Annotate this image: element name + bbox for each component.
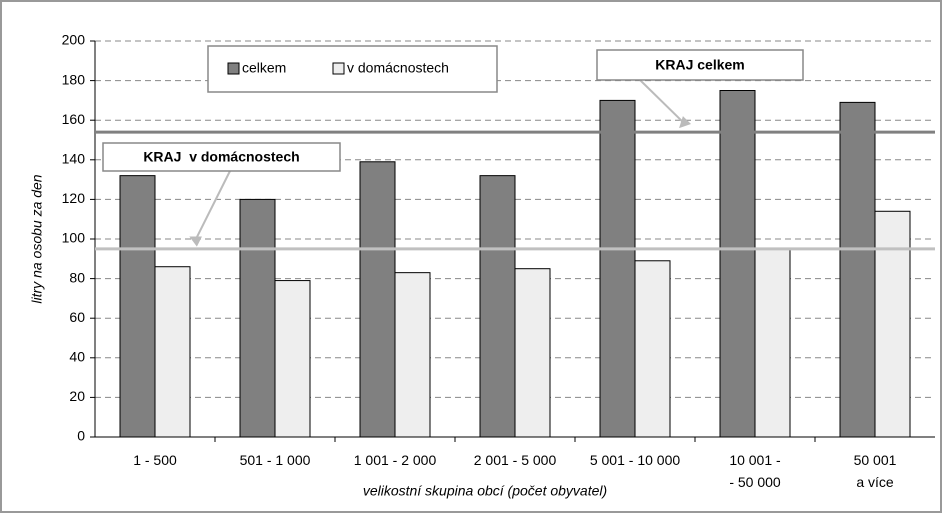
bar — [359, 161, 396, 438]
x-tick-label: 2 001 - 5 000 — [474, 452, 557, 468]
callout-arrow — [639, 79, 686, 125]
bar — [239, 198, 276, 438]
y-tick-label: 60 — [69, 309, 85, 325]
bar — [634, 260, 671, 438]
bar — [479, 175, 516, 438]
x-tick-label: 5 001 - 10 000 — [590, 452, 681, 468]
callout-arrowhead — [189, 236, 202, 247]
x-axis-title: velikostní skupina obcí (počet obyvatel) — [363, 483, 607, 499]
y-tick-label: 140 — [62, 151, 86, 167]
y-tick-label: 120 — [62, 190, 86, 206]
callout-arrow — [194, 170, 231, 242]
bar — [874, 210, 911, 438]
legend-label: v domácnostech — [347, 60, 449, 76]
y-tick-label: 160 — [62, 111, 86, 127]
x-tick-label: 10 001 -- 50 000 — [729, 452, 781, 490]
bar — [514, 268, 551, 438]
y-tick-label: 40 — [69, 349, 85, 365]
y-tick-label: 200 — [62, 32, 86, 48]
x-tick-label: 50 001 a více — [854, 452, 897, 490]
y-tick-label: 20 — [69, 388, 85, 404]
callout-box — [102, 142, 341, 172]
callout-label: KRAJ v domácnostech — [143, 149, 299, 165]
y-tick-label: 180 — [62, 71, 86, 87]
y-tick-label: 80 — [69, 269, 85, 285]
x-tick-label: 1 001 - 2 000 — [354, 452, 437, 468]
bar — [719, 90, 756, 438]
y-axis-title: litry na osobu za den — [29, 174, 45, 303]
legend-swatch — [227, 62, 240, 75]
bar — [274, 280, 311, 438]
legend-box — [207, 45, 498, 93]
legend-swatch — [332, 62, 345, 75]
bar — [839, 101, 876, 438]
bar — [394, 272, 431, 438]
y-tick-label: 100 — [62, 230, 86, 246]
legend-label: celkem — [242, 60, 286, 76]
bar — [599, 99, 636, 438]
x-tick-label: 501 - 1 000 — [240, 452, 311, 468]
bar — [754, 248, 791, 438]
x-tick-label: 1 - 500 — [133, 452, 177, 468]
callout-arrowhead — [679, 116, 691, 129]
callout-label: KRAJ celkem — [655, 57, 745, 73]
callout-box — [596, 49, 804, 81]
bar — [154, 266, 191, 438]
y-tick-label: 0 — [77, 428, 85, 444]
bar — [119, 175, 156, 438]
